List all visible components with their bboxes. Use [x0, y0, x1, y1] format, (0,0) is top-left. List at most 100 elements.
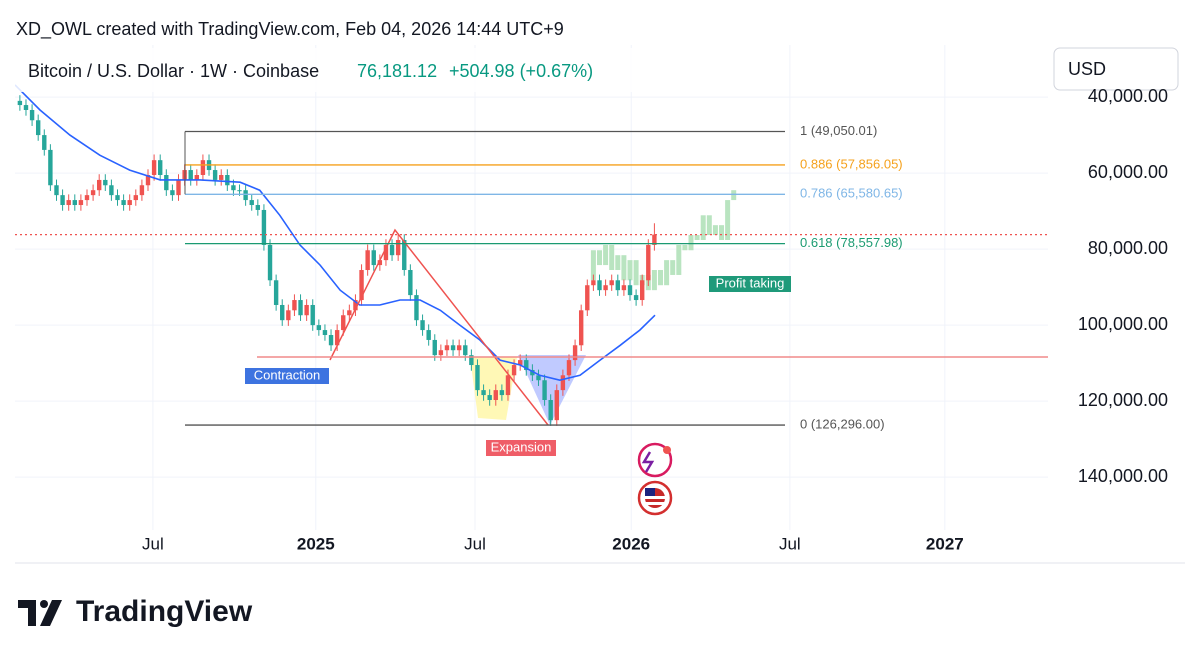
candle-body [463, 345, 468, 356]
brand: TradingView [76, 595, 253, 628]
logo [18, 600, 62, 626]
icon-bolt [641, 451, 655, 473]
candle-body [487, 395, 492, 401]
candle-body [261, 209, 267, 245]
annotation-box [245, 368, 329, 384]
icon [637, 442, 673, 478]
candle-body [395, 239, 401, 256]
fib-label: 0 (126,296.00) [800, 417, 885, 432]
candle-body [640, 280, 645, 301]
candle-body [341, 315, 346, 331]
candle-body [23, 105, 29, 110]
candle-body [603, 285, 608, 291]
candle-body [60, 195, 65, 206]
candle-body [188, 170, 193, 180]
candle-body [475, 365, 480, 391]
candle-body [359, 270, 364, 301]
candle-body [402, 239, 407, 271]
candle-body [432, 339, 437, 356]
projection-candle [615, 255, 621, 271]
projection-candle [725, 200, 731, 240]
x-tick-label: Jul [779, 534, 801, 553]
candle-body [127, 200, 132, 206]
change: +504.98 (+0.67%) [449, 61, 593, 81]
annotation: Profit taking [716, 275, 785, 290]
candle-body [237, 190, 242, 192]
candle-body [389, 244, 395, 256]
candle-body [200, 160, 206, 175]
candle-body [420, 320, 425, 331]
candle-body [249, 200, 254, 206]
y-tick-label: 40,000.00 [1088, 86, 1168, 106]
candle-body [621, 285, 627, 291]
projection-candle [694, 235, 700, 240]
moving-average [15, 84, 656, 382]
projection-candle [633, 260, 639, 286]
candle-body [84, 195, 90, 201]
candle-body [267, 244, 273, 281]
projection-candle [676, 244, 682, 275]
x-tick-label: Jul [464, 534, 486, 553]
candle-body [408, 270, 413, 296]
projection-candle [670, 260, 676, 275]
candle-body [566, 360, 572, 376]
projection-candle [627, 260, 633, 281]
symbol: Bitcoin / U.S. Dollar · 1W · Coinbase [28, 61, 319, 81]
y-tick-label: 60,000.00 [1088, 162, 1168, 182]
fib-label: 1 (49,050.01) [800, 123, 877, 138]
legend-backdrop [0, 48, 650, 92]
projection-candle [664, 260, 670, 286]
candle-body [444, 345, 450, 351]
candle-body [90, 190, 96, 196]
overlay [15, 130, 1048, 426]
candle-body [609, 280, 614, 286]
fib-label: 0.618 (78,557.98) [800, 235, 903, 250]
candle-body [597, 280, 602, 291]
icon-dot [663, 446, 671, 454]
currency[interactable]: USD [1068, 59, 1106, 79]
candle-body [334, 330, 340, 346]
candle-body [176, 179, 181, 196]
candle-body [456, 345, 462, 351]
projection-candle [719, 225, 725, 240]
candle-body [298, 300, 303, 316]
candle-body [54, 185, 59, 196]
candle-body [548, 400, 553, 421]
projection-candle [590, 250, 596, 281]
y-tick-label: 120,000.00 [1078, 390, 1168, 410]
candle-body [365, 250, 370, 271]
candle-body [591, 280, 596, 286]
candle-body [304, 304, 309, 316]
candle-body [536, 375, 541, 381]
candle-body [633, 295, 639, 301]
candle-body [151, 160, 157, 175]
logo-mark [40, 600, 48, 608]
candle-body [347, 310, 352, 316]
candle-body [231, 185, 236, 191]
candle-body [170, 190, 175, 196]
flag-canton [645, 488, 655, 496]
price: 76,181.12 [357, 61, 437, 81]
currency-button[interactable] [1053, 47, 1179, 91]
candle-body [505, 375, 511, 396]
candle-body [328, 335, 334, 346]
candle-body [42, 135, 47, 150]
candle-body [316, 325, 322, 331]
candle-body [426, 330, 431, 340]
candle-body [273, 280, 279, 305]
candle-body [517, 360, 523, 366]
y-tick-label: 100,000.00 [1078, 314, 1168, 334]
candle-body [469, 355, 474, 366]
candle-body [481, 390, 486, 396]
candle-body [530, 369, 535, 376]
fib-label: 0.886 (57,856.05) [800, 156, 903, 171]
projection-candle [621, 255, 627, 281]
candle-body [35, 120, 41, 136]
candle-body [78, 200, 84, 206]
projection-candle [596, 250, 602, 266]
candle-body [560, 375, 566, 391]
candle-body [511, 365, 517, 376]
candle-body [243, 190, 248, 201]
